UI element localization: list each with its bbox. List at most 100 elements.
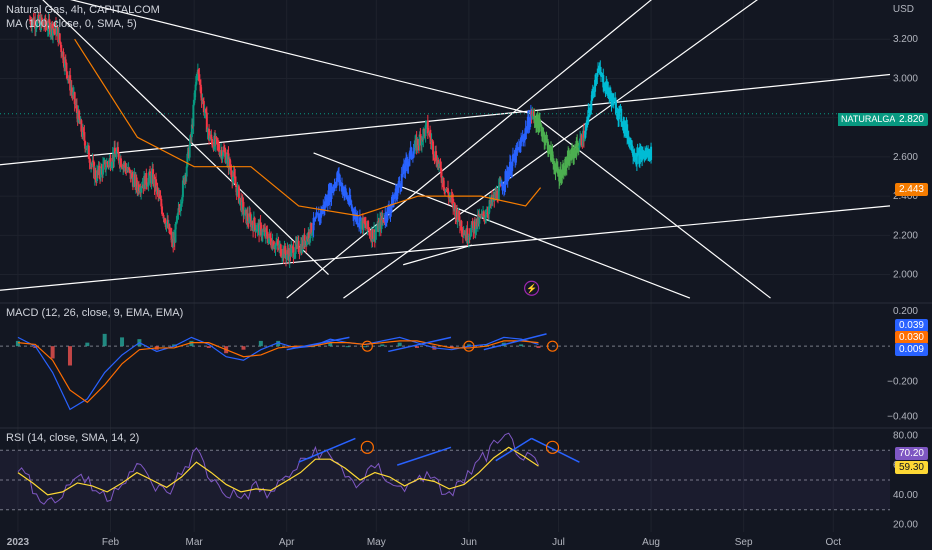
candle-body bbox=[251, 221, 254, 225]
candle-body bbox=[451, 197, 454, 200]
candle-body bbox=[122, 165, 125, 167]
candle-body bbox=[159, 198, 162, 200]
candle-body bbox=[553, 161, 556, 169]
macd-histogram-bar bbox=[102, 333, 107, 347]
candle-body bbox=[152, 169, 155, 185]
candle-body bbox=[632, 153, 635, 157]
candle-body bbox=[399, 183, 402, 188]
candle-body bbox=[467, 235, 470, 241]
candle-body bbox=[105, 162, 108, 168]
candle-body bbox=[140, 187, 143, 189]
candle-body bbox=[64, 59, 67, 63]
candle-body bbox=[104, 160, 107, 170]
candle-body bbox=[585, 120, 588, 127]
candle-body bbox=[236, 186, 239, 196]
candle-body bbox=[45, 25, 48, 27]
candle-body bbox=[546, 139, 549, 142]
candle-body bbox=[386, 207, 389, 221]
candle-body bbox=[113, 147, 116, 154]
candle-body bbox=[242, 201, 245, 215]
candle-body bbox=[202, 101, 205, 113]
candle-body bbox=[561, 169, 564, 178]
candle-body bbox=[231, 176, 234, 182]
candle-body bbox=[210, 134, 213, 140]
ma-legend[interactable]: MA (100, close, 0, SMA, 5) bbox=[6, 18, 141, 30]
candle-body bbox=[360, 220, 363, 229]
candle-body bbox=[401, 173, 404, 175]
candle-body bbox=[74, 103, 77, 106]
candle-body bbox=[90, 164, 93, 167]
rsi-legend[interactable]: RSI (14, close, SMA, 14, 2) bbox=[6, 432, 143, 444]
macd-histogram-bar bbox=[467, 344, 472, 347]
candle-body bbox=[293, 253, 296, 258]
candle-body bbox=[265, 228, 268, 232]
candle-body bbox=[446, 188, 449, 194]
candle-body bbox=[648, 149, 651, 159]
candle-body bbox=[551, 151, 554, 160]
candle-body bbox=[200, 93, 203, 101]
candle-body bbox=[491, 198, 494, 202]
candle-body bbox=[381, 216, 384, 221]
candle-body bbox=[650, 146, 653, 160]
candle-body bbox=[122, 165, 125, 169]
candle-body bbox=[600, 74, 603, 77]
candle-body bbox=[73, 92, 76, 104]
candle-body bbox=[35, 26, 38, 28]
candle-body bbox=[243, 210, 246, 215]
candle-body bbox=[438, 164, 441, 167]
candle-body bbox=[219, 151, 222, 155]
candle-body bbox=[591, 91, 594, 101]
price-pane[interactable]: ⚡ bbox=[0, 0, 891, 299]
candle-body bbox=[145, 173, 148, 185]
candle-body bbox=[262, 230, 265, 232]
candle-body bbox=[364, 223, 367, 228]
candle-body bbox=[260, 224, 263, 237]
candle-body bbox=[350, 204, 353, 209]
candle-body bbox=[556, 166, 559, 174]
candle-body bbox=[626, 124, 629, 139]
candle-body bbox=[419, 134, 422, 137]
rsi-tick-label: 20.00 bbox=[893, 520, 918, 531]
candle-body bbox=[440, 168, 443, 178]
candle-body bbox=[485, 216, 488, 218]
candle-body bbox=[229, 167, 232, 171]
rsi-tick-label: 80.00 bbox=[893, 430, 918, 441]
candle-body bbox=[330, 187, 333, 200]
candle-body bbox=[78, 110, 81, 119]
candle-body bbox=[637, 150, 640, 152]
candle-body bbox=[44, 17, 47, 26]
candle-body bbox=[253, 217, 256, 226]
candle-body bbox=[272, 241, 275, 249]
candle-body bbox=[100, 166, 103, 169]
rsi-pane[interactable] bbox=[0, 432, 890, 511]
candle-body bbox=[516, 147, 519, 151]
candle-body bbox=[388, 206, 391, 212]
candle-body bbox=[510, 171, 513, 175]
candle-body bbox=[193, 90, 196, 101]
candle-body bbox=[529, 117, 532, 127]
candle-body bbox=[564, 158, 567, 169]
rsi-tick-label: 40.00 bbox=[893, 490, 918, 501]
candle-body bbox=[305, 236, 308, 246]
candle-body bbox=[511, 161, 514, 172]
candle-body bbox=[485, 212, 488, 217]
x-tick-label: Jun bbox=[461, 537, 477, 548]
candle-body bbox=[256, 224, 259, 231]
x-tick-label: Mar bbox=[186, 537, 204, 548]
candle-body bbox=[294, 241, 297, 254]
candle-body bbox=[396, 186, 399, 190]
candle-body bbox=[340, 182, 343, 192]
symbol-legend[interactable]: Natural Gas, 4h, CAPITALCOM bbox=[6, 4, 164, 16]
macd-histogram-bar bbox=[380, 344, 385, 347]
macd-legend[interactable]: MACD (12, 26, close, 9, EMA, EMA) bbox=[6, 307, 187, 319]
candle-body bbox=[290, 247, 293, 257]
candle-body bbox=[474, 229, 477, 234]
macd-pane[interactable] bbox=[0, 333, 890, 411]
candle-body bbox=[443, 187, 446, 189]
candle-body bbox=[314, 217, 317, 219]
candle-body bbox=[160, 198, 163, 207]
last-price-badge: 2.820 bbox=[894, 113, 928, 126]
candle-body bbox=[383, 221, 386, 223]
candle-body bbox=[392, 199, 395, 208]
candle-body bbox=[631, 150, 634, 154]
